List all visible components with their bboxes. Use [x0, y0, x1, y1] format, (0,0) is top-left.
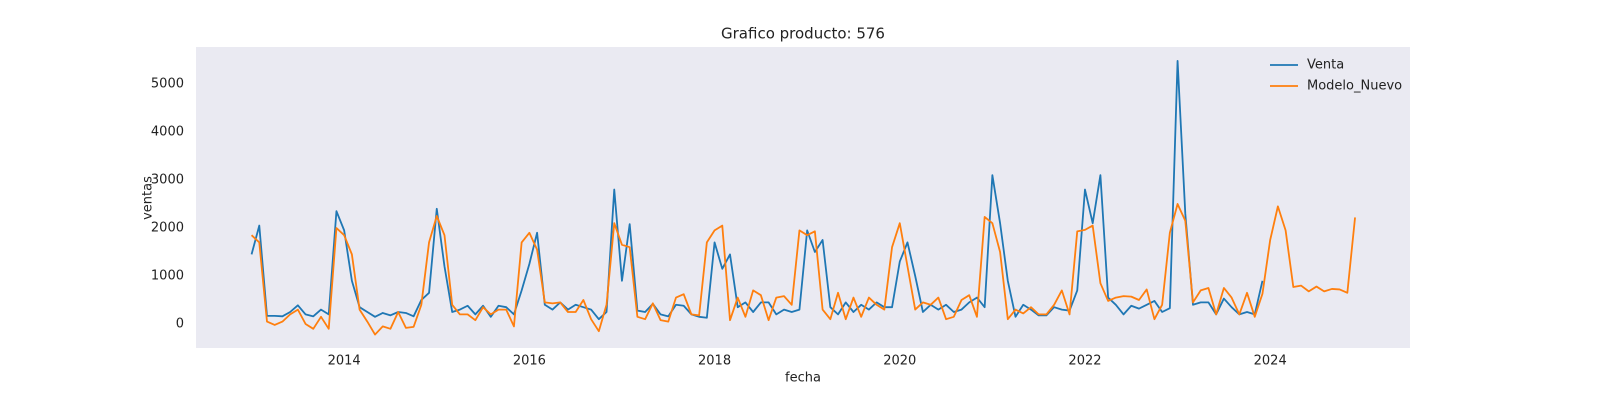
- series-line: [250, 203, 1356, 336]
- y-tick-label: 4000: [151, 124, 184, 139]
- x-tick-label: 2020: [883, 354, 916, 369]
- y-tick-label: 0: [176, 316, 184, 331]
- x-tick-label: 2022: [1068, 354, 1101, 369]
- y-tick-label: 5000: [151, 76, 184, 91]
- series-line: [250, 60, 1264, 321]
- legend-label: Modelo_Nuevo: [1307, 79, 1402, 94]
- x-axis-label: fecha: [785, 371, 821, 386]
- chart-title: Grafico producto: 576: [721, 25, 885, 43]
- x-tick-label: 2024: [1254, 354, 1287, 369]
- x-tick-label: 2016: [513, 354, 546, 369]
- x-tick-label: 2014: [328, 354, 361, 369]
- plot-area: [196, 47, 1410, 348]
- y-tick-label: 1000: [151, 268, 184, 283]
- y-tick-label: 2000: [151, 220, 184, 235]
- y-axis-label: ventas: [141, 176, 156, 220]
- y-tick-label: 3000: [151, 172, 184, 187]
- legend-label: Venta: [1307, 58, 1344, 73]
- x-tick-label: 2018: [698, 354, 731, 369]
